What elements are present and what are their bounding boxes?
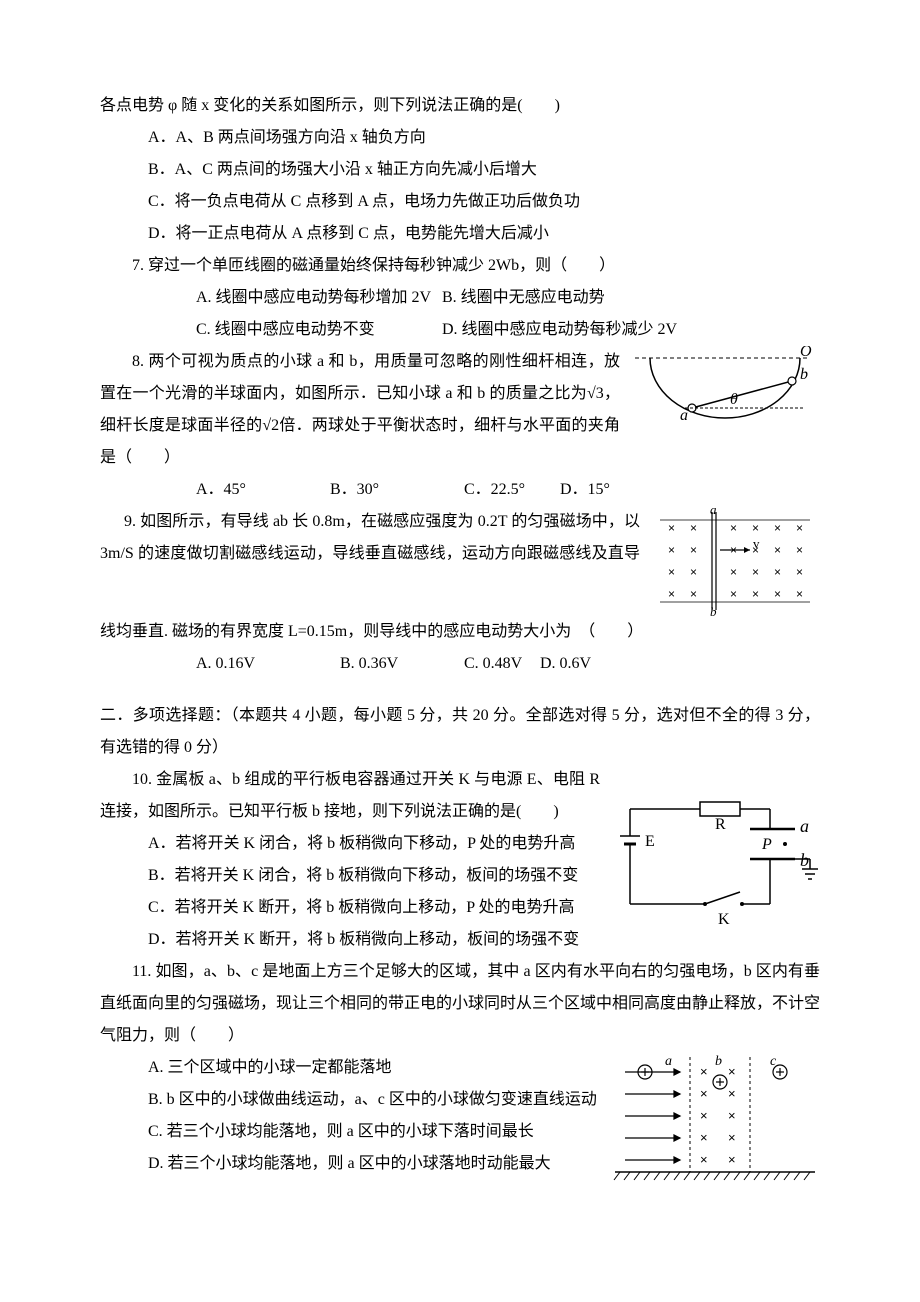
q9-option-b: B. 0.36V [292, 648, 412, 680]
q10-circuit-diagram: R a P b [610, 794, 820, 944]
label-K: K [718, 911, 730, 928]
svg-text:×: × [796, 587, 803, 601]
q7-option-a: A. 线圈中感应电动势每秒增加 2V [148, 282, 438, 314]
q9-option-d: D. 0.6V [540, 655, 591, 672]
q7-option-d: D. 线圈中感应电动势每秒减少 2V [442, 321, 677, 338]
svg-text:×: × [730, 565, 737, 579]
svg-text:×: × [774, 521, 781, 535]
svg-text:×: × [774, 587, 781, 601]
label-a: a [800, 816, 809, 836]
svg-text:×: × [700, 1130, 708, 1145]
svg-text:×: × [668, 587, 675, 601]
svg-text:×: × [752, 521, 759, 535]
svg-text:×: × [668, 543, 675, 557]
svg-text:×: × [690, 587, 697, 601]
svg-text:×: × [752, 565, 759, 579]
svg-text:×: × [728, 1064, 736, 1079]
section2-heading: 二．多项选择题：（本题共 4 小题，每小题 5 分，共 20 分。全部选对得 5… [100, 700, 820, 764]
svg-text:×: × [730, 587, 737, 601]
q9-option-c: C. 0.48V [416, 648, 536, 680]
q8-option-d: D．15° [560, 481, 610, 498]
label-a: a [680, 407, 688, 424]
q9-options: A. 0.16V B. 0.36V C. 0.48V D. 0.6V [100, 648, 820, 680]
q11-stem: 11. 如图，a、b、c 是地面上方三个足够大的区域，其中 a 区内有水平向右的… [100, 956, 820, 1052]
svg-text:×: × [690, 521, 697, 535]
q8-options: A．45° B．30° C．22.5° D．15° [100, 474, 820, 506]
label-b: b [800, 366, 808, 383]
q7-option-c: C. 线圈中感应电动势不变 [148, 314, 438, 346]
svg-text:×: × [728, 1108, 736, 1123]
svg-text:×: × [700, 1086, 708, 1101]
q6-option-b: B．A、C 两点间的场强大小沿 x 轴正方向先减小后增大 [100, 154, 820, 186]
q8-figure: O a b θ [630, 346, 820, 426]
svg-text:×: × [752, 543, 759, 557]
q6-option-c: C．将一负点电荷从 C 点移到 A 点，电场力先做正功后做负功 [100, 186, 820, 218]
q9-figure: a b v ×× ×××× ×× ×××× ×× ×××× [650, 506, 820, 616]
q8-sqrt3: √3 [587, 385, 604, 402]
q8-sqrt2: √2 [262, 417, 279, 434]
svg-text:×: × [774, 565, 781, 579]
svg-text:×: × [700, 1064, 708, 1079]
q8-option-a: A．45° [148, 474, 278, 506]
q11-regions-diagram: ×× ×× ×× ×× ×× a b c [610, 1052, 820, 1192]
label-b: b [800, 850, 809, 870]
q6-option-d: D．将一正点电荷从 A 点移到 C 点，电势能先增大后减小 [100, 218, 820, 250]
svg-text:×: × [668, 565, 675, 579]
svg-text:×: × [700, 1108, 708, 1123]
q7-stem: 7. 穿过一个单匝线圈的磁通量始终保持每秒钟减少 2Wb，则（ ） [100, 250, 820, 282]
q7-options-row1: A. 线圈中感应电动势每秒增加 2V B. 线圈中无感应电动势 [100, 282, 820, 314]
q8-hemisphere-diagram: O a b θ [630, 346, 820, 426]
q8-option-c: C．22.5° [416, 474, 556, 506]
svg-text:×: × [728, 1130, 736, 1145]
label-O: O [800, 346, 812, 360]
section2-title: 二．多项选择题： [100, 707, 231, 724]
svg-text:×: × [728, 1086, 736, 1101]
label-P: P [761, 836, 772, 853]
label-b: b [715, 1054, 722, 1069]
svg-text:×: × [752, 587, 759, 601]
q7-options-row2: C. 线圈中感应电动势不变 D. 线圈中感应电动势每秒减少 2V [100, 314, 820, 346]
q10-figure: R a P b [610, 794, 820, 944]
label-a: a [710, 506, 717, 517]
q8-stem-p1: 8. 两个可视为质点的小球 a 和 b，用质量可忽略的刚性细杆相连，放置在一个光… [100, 353, 620, 402]
svg-text:×: × [730, 543, 737, 557]
label-theta: θ [730, 391, 738, 408]
svg-text:×: × [690, 565, 697, 579]
q9-option-a: A. 0.16V [148, 648, 288, 680]
svg-text:×: × [690, 543, 697, 557]
svg-text:×: × [774, 543, 781, 557]
q9-field-diagram: a b v ×× ×××× ×× ×××× ×× ×××× [650, 506, 820, 616]
label-R: R [715, 816, 726, 833]
svg-text:×: × [796, 565, 803, 579]
q11-figure: ×× ×× ×× ×× ×× a b c [610, 1052, 820, 1192]
label-E: E [645, 833, 655, 850]
q6-stem-tail: 各点电势 φ 随 x 变化的关系如图所示，则下列说法正确的是( ) [100, 90, 820, 122]
svg-text:×: × [730, 521, 737, 535]
svg-text:×: × [728, 1152, 736, 1167]
svg-text:×: × [700, 1152, 708, 1167]
label-b: b [710, 604, 717, 616]
q6-option-a: A．A、B 两点间场强方向沿 x 轴负方向 [100, 122, 820, 154]
label-a: a [665, 1054, 672, 1069]
q8-option-b: B．30° [282, 474, 412, 506]
svg-text:×: × [796, 543, 803, 557]
svg-text:×: × [796, 521, 803, 535]
svg-text:×: × [668, 521, 675, 535]
q7-option-b: B. 线圈中无感应电动势 [442, 289, 605, 306]
